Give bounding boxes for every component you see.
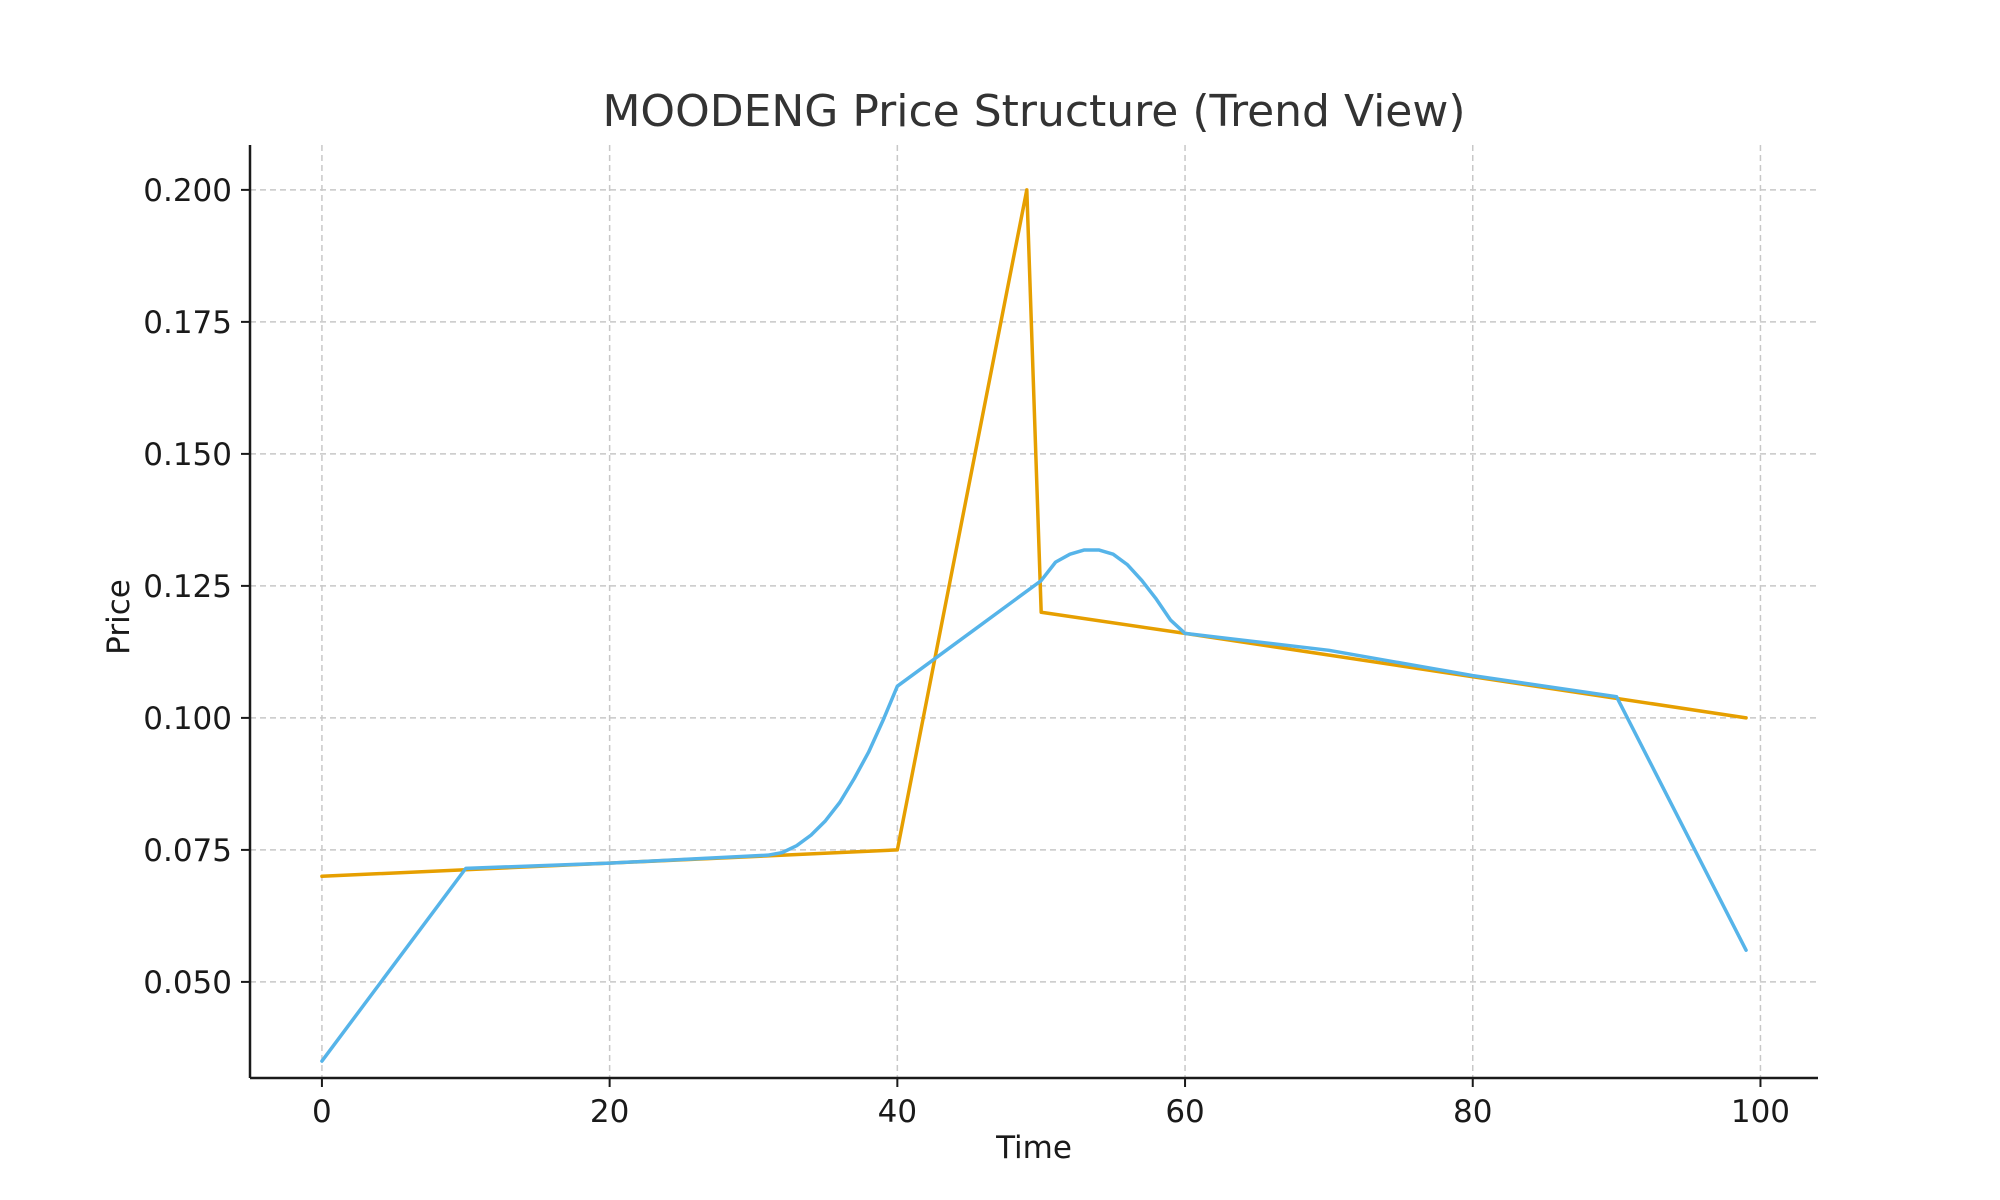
grid (250, 145, 1818, 1078)
y-tick-label: 0.175 (143, 305, 232, 341)
chart-title: MOODENG Price Structure (Trend View) (602, 86, 1465, 137)
x-tick-label: 100 (1731, 1094, 1790, 1130)
x-tick-label: 40 (878, 1094, 917, 1130)
series-line-2 (320, 548, 1748, 1063)
y-tick-label: 0.200 (143, 173, 232, 209)
x-tick-label: 20 (590, 1094, 629, 1130)
series-lines (320, 188, 1748, 1063)
y-tick-label: 0.125 (143, 569, 232, 605)
y-axis-label: Price (101, 579, 137, 655)
y-tick-label: 0.050 (143, 965, 232, 1001)
axes (248, 145, 1818, 1080)
y-tick-label: 0.100 (143, 701, 232, 737)
y-tick-label: 0.075 (143, 833, 232, 869)
x-tick-label: 80 (1453, 1094, 1492, 1130)
series-line-1 (320, 188, 1748, 879)
x-tick-label: 0 (312, 1094, 332, 1130)
ticks: 0 20 40 60 80 100 0.050 0.075 0.100 0.125 0.150 0.1… (143, 173, 1790, 1130)
x-tick-label: 60 (1165, 1094, 1204, 1130)
x-axis-label: Time (995, 1130, 1072, 1166)
y-tick-label: 0.150 (143, 437, 232, 473)
